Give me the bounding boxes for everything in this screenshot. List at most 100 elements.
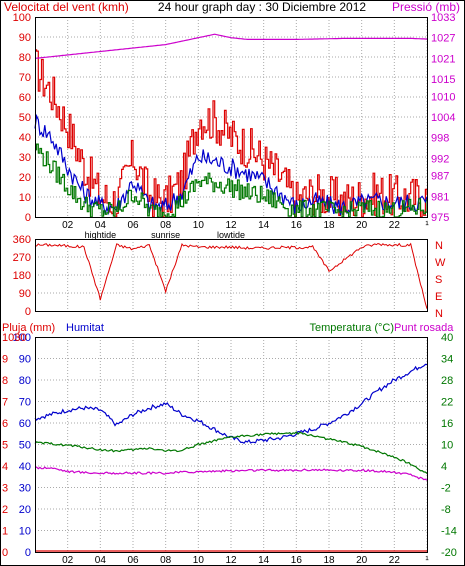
series-pressure-line	[34, 33, 428, 59]
panel1-right-ticks: 975 981 987 992 998 1004 1010 1015 1021 1027 1033	[431, 12, 455, 224]
panel1-right-tick-label: 1004	[431, 112, 455, 124]
panel3-right-tick-label: 22	[441, 397, 453, 409]
panel2-left-tick-label: 180	[13, 270, 31, 282]
panel1-left-tick-label: 90	[19, 32, 31, 44]
panel2-frame	[35, 239, 428, 312]
panel1-left-tick-label: 60	[19, 92, 31, 104]
panel3-x-tick-label: 18	[323, 555, 335, 566]
panel3-rain-tick-label: 7	[2, 397, 8, 409]
panel3-x-tick-label: 22	[389, 555, 401, 566]
panel3-rain-tick-label: 8	[2, 375, 8, 387]
panel1-left-tick-label: 10	[19, 192, 31, 204]
panel3-lines	[34, 363, 428, 552]
panel3-humidity-tick-label: 80	[19, 375, 31, 387]
panel3-right-tick-label: 16	[441, 418, 453, 430]
series-punt-rosada-line	[34, 466, 428, 481]
panel1-x-tick-label: 06	[127, 220, 139, 231]
panel2-lines	[34, 242, 428, 309]
temp-ylabel: Temperatura (°C)	[310, 322, 394, 334]
panel1-x-tick-label: 12	[225, 220, 237, 231]
panel1-x-tick-label: 04	[95, 220, 107, 231]
panel1-right-tick-label: 987	[431, 171, 449, 183]
compass-label: S	[435, 274, 442, 286]
panel3-humidity-tick-label: 30	[19, 483, 31, 495]
series-avg-line	[34, 113, 428, 216]
panel1-right-tick-label: 992	[431, 153, 449, 165]
rain-ylabel: Pluja (mm)	[2, 322, 55, 334]
humidity-ylabel: Humitat	[66, 322, 104, 334]
panel1-annotation: hightide	[85, 230, 117, 240]
compass-label: N	[435, 240, 443, 252]
panel1-x-ticks: 02 04 06 08 10 12 14 16 18 20 22 ¹ hightide sunrise lo…	[62, 220, 429, 240]
panel1-right-tick-label: 1010	[431, 91, 455, 103]
panel3-right-tick-label: 40	[441, 332, 453, 344]
panel3-rain-tick-label: 3	[2, 483, 8, 495]
panel1-right-tick-label: 1033	[431, 12, 455, 24]
panel3-rain-tick-label: 0	[2, 547, 8, 559]
panel3-humidity-tick-label: 50	[19, 440, 31, 452]
panel3-x-tick-label: 12	[225, 555, 237, 566]
panel2-left-ticks: 0 90 180 270 360	[13, 234, 31, 318]
panel3-right-tick-label: -8	[441, 504, 451, 516]
panel1-x-tick-label: 22	[389, 220, 401, 231]
panel3-annotation: sunrise	[151, 564, 180, 566]
panel1-left-tick-label: 40	[19, 132, 31, 144]
panel3-humidity-tick-label: 60	[19, 418, 31, 430]
panel1-x-tick-label: ¹	[425, 220, 429, 231]
panel1-right-tick-label: 1015	[431, 74, 455, 86]
panel3-x-ticks: 02 04 06 08 10 12 14 16 18 20 22 ¹ hightide sunrise lo…	[62, 555, 429, 566]
panel3-humidity-tick-label: 100	[13, 332, 31, 344]
panel3-x-tick-label: 02	[62, 555, 74, 566]
compass-label: N	[435, 308, 443, 320]
panel1-x-tick-label: 18	[323, 220, 335, 231]
panel3-right-tick-label: -20	[441, 547, 457, 559]
panel3-rain-tick-label: 9	[2, 354, 8, 366]
pressure-ylabel: Pressió (mb)	[392, 0, 460, 14]
title: 24 hour graph day : 30 Diciembre 2012	[158, 0, 366, 14]
panel1-left-tick-label: 80	[19, 52, 31, 64]
panel3-humidity-tick-label: 90	[19, 354, 31, 366]
panel1-right-tick-label: 1021	[431, 53, 455, 65]
panel3-x-tick-label: 16	[291, 555, 303, 566]
panel3-rain-tick-label: 1	[2, 526, 8, 538]
series-temperatura-line	[34, 431, 428, 474]
panel1-left-ticks: 0 10 20 30 40 50 60 70 80 90 100	[13, 12, 31, 224]
panel3-annotation: hightide	[85, 564, 117, 566]
panel1-x-tick-label: 14	[258, 220, 270, 231]
panel3-x-tick-label: 06	[127, 555, 139, 566]
panel3-x-tick-label: 10	[193, 555, 205, 566]
panel1-left-tick-label: 30	[19, 152, 31, 164]
wind-ylabel: Velocitat del vent (kmh)	[4, 0, 129, 14]
panel1-left-tick-label: 50	[19, 112, 31, 124]
panel3-rain-tick-label: 1030	[2, 332, 26, 344]
panel3-frame	[35, 337, 428, 553]
panel3-humidity-tick-label: 40	[19, 461, 31, 473]
panel2-left-tick-label: 270	[13, 252, 31, 264]
panel1-left-tick-label: 20	[19, 172, 31, 184]
panel3-humidity-tick-label: 0	[25, 547, 31, 559]
panel3-x-tick-label: 08	[160, 555, 172, 566]
panel2-left-tick-label: 0	[25, 306, 31, 318]
dew-ylabel: Punt rosada	[394, 322, 454, 334]
panel3-right-tick-label: 10	[441, 440, 453, 452]
panel1-right-tick-label: 998	[431, 133, 449, 145]
panel1-left-tick-label: 100	[13, 12, 31, 24]
panel1-x-tick-label: 08	[160, 220, 172, 231]
panel3-x-tick-label: 20	[356, 555, 368, 566]
series-min-line	[35, 143, 428, 218]
panel3-x-tick-label: ¹	[425, 555, 429, 566]
panel1-annotation: lowtide	[217, 230, 245, 240]
panel3-right-ticks: -20 -14 -8 -2 4 10 16 22 28 34 40	[441, 332, 457, 559]
panel1-left-tick-label: 70	[19, 72, 31, 84]
compass-label: W	[435, 257, 446, 269]
panel3-right-tick-label: 28	[441, 375, 453, 387]
panel3-rain-tick-label: 2	[2, 504, 8, 516]
panel3-annotation: lowtide	[217, 564, 245, 566]
panel1-x-tick-label: 20	[356, 220, 368, 231]
panel3-humidity-tick-label: 70	[19, 397, 31, 409]
panel1-x-tick-label: 10	[193, 220, 205, 231]
